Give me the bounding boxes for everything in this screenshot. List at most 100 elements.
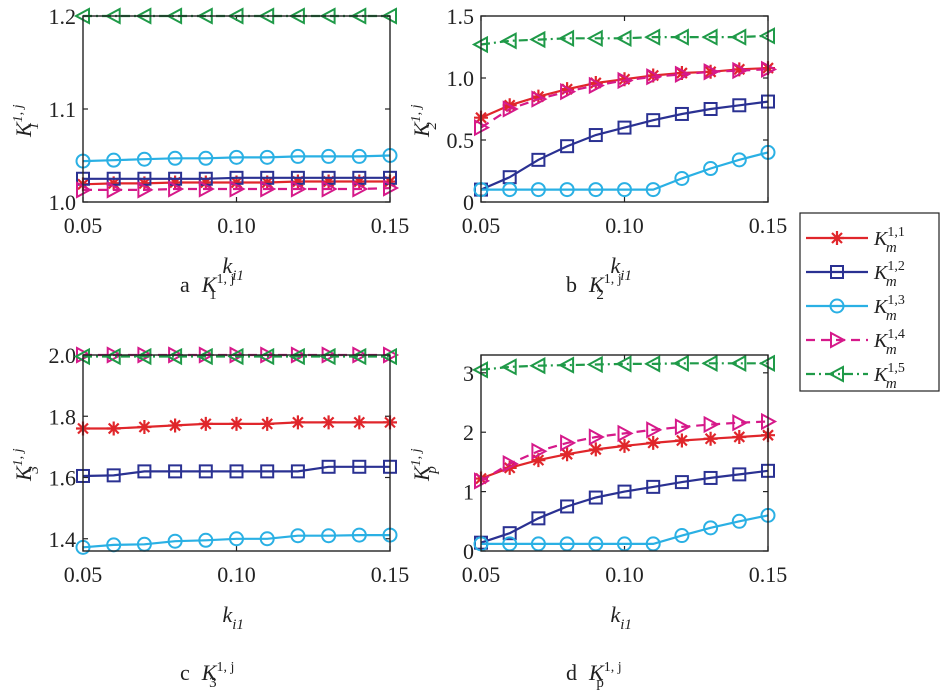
y-tick-label: 2 bbox=[463, 420, 474, 445]
data-point-s4 bbox=[321, 180, 338, 198]
data-point-s1 bbox=[646, 435, 661, 450]
data-point-s1 bbox=[321, 415, 336, 430]
data-point-s2 bbox=[703, 102, 718, 116]
data-point-s2 bbox=[290, 464, 305, 479]
data-point-s5 bbox=[165, 347, 183, 366]
data-point-s1 bbox=[352, 415, 367, 430]
x-tick-label: 0.05 bbox=[64, 213, 103, 238]
legend-marker bbox=[830, 231, 844, 245]
data-point-s3 bbox=[703, 520, 719, 536]
data-point-s4 bbox=[137, 181, 154, 199]
legend-marker bbox=[829, 298, 845, 314]
x-tick-label: 0.05 bbox=[462, 213, 501, 238]
data-point-s1 bbox=[137, 176, 152, 191]
data-point-s2 bbox=[732, 98, 747, 113]
data-point-s4 bbox=[531, 90, 548, 108]
data-point-s3 bbox=[530, 182, 546, 198]
legend-marker bbox=[830, 331, 847, 349]
data-point-s2 bbox=[321, 459, 336, 474]
data-point-s2 bbox=[137, 171, 152, 186]
data-point-s5 bbox=[529, 30, 546, 49]
data-point-s4 bbox=[502, 100, 519, 118]
y-tick-label: 0 bbox=[463, 190, 474, 215]
data-point-s3 bbox=[198, 150, 214, 166]
data-point-s1 bbox=[703, 431, 718, 446]
data-point-s2 bbox=[617, 484, 632, 499]
data-point-s3 bbox=[617, 182, 632, 198]
plot-frame bbox=[480, 15, 769, 203]
data-point-s1 bbox=[674, 66, 689, 81]
y-tick-label: 0.5 bbox=[447, 128, 475, 153]
data-point-s4 bbox=[732, 61, 749, 80]
legend-item-s3: K1,3 m bbox=[806, 293, 905, 324]
data-point-s1 bbox=[588, 442, 603, 457]
data-point-s5 bbox=[500, 32, 517, 50]
data-point-s5 bbox=[672, 354, 689, 372]
legend-label: K1,1 m bbox=[873, 225, 905, 256]
data-point-s1 bbox=[198, 416, 213, 431]
y-axis-label: K1, jp bbox=[409, 448, 440, 482]
data-point-s3 bbox=[259, 531, 275, 547]
data-point-s5 bbox=[644, 28, 661, 46]
data-point-s3 bbox=[229, 149, 244, 165]
data-point-s4 bbox=[560, 434, 577, 452]
data-point-s2 bbox=[352, 170, 367, 185]
data-point-s1 bbox=[352, 174, 367, 189]
data-point-s1 bbox=[229, 175, 244, 190]
data-point-s4 bbox=[229, 180, 246, 198]
x-tick-label: 0.15 bbox=[749, 213, 788, 238]
data-point-s2 bbox=[588, 490, 603, 505]
data-point-s4 bbox=[703, 63, 720, 81]
series-line-s4 bbox=[480, 420, 769, 482]
data-point-s2 bbox=[646, 113, 661, 128]
y-tick-label: 1.4 bbox=[49, 527, 77, 552]
data-point-s3 bbox=[136, 151, 152, 167]
plot-frame bbox=[82, 354, 391, 552]
plot-frame bbox=[82, 15, 391, 203]
data-point-s3 bbox=[351, 148, 367, 164]
data-point-s4 bbox=[674, 65, 692, 83]
y-axis-label: K1, j2 bbox=[409, 104, 440, 138]
data-point-s3 bbox=[167, 150, 183, 166]
data-point-s1 bbox=[260, 175, 275, 190]
plot-frame bbox=[480, 354, 769, 552]
data-point-s2 bbox=[106, 468, 121, 483]
data-point-s4 bbox=[168, 180, 185, 198]
x-axis-label: ki1 bbox=[223, 602, 244, 633]
data-point-s4 bbox=[588, 76, 605, 95]
data-point-s2 bbox=[229, 464, 244, 479]
legend-item-s4: K1,4 m bbox=[806, 327, 905, 358]
x-tick-label: 0.10 bbox=[217, 213, 256, 238]
x-tick-label: 0.15 bbox=[371, 562, 410, 587]
series-line-s3 bbox=[82, 154, 391, 163]
data-point-s3 bbox=[321, 528, 337, 544]
data-point-s4 bbox=[617, 424, 634, 443]
data-point-s3 bbox=[559, 182, 575, 198]
data-point-s5 bbox=[615, 355, 632, 373]
data-point-s4 bbox=[560, 82, 577, 101]
series-line-s2 bbox=[480, 100, 769, 191]
data-point-s2 bbox=[198, 464, 213, 479]
data-point-s5 bbox=[500, 358, 517, 376]
data-point-s3 bbox=[229, 531, 244, 547]
data-point-s5 bbox=[319, 347, 336, 366]
x-axis-label: ki1 bbox=[611, 602, 632, 633]
data-point-s5 bbox=[227, 347, 244, 366]
data-point-s5 bbox=[196, 347, 213, 366]
data-point-s2 bbox=[229, 170, 244, 185]
x-axis-label: ki1 bbox=[223, 253, 244, 284]
data-point-s1 bbox=[168, 418, 183, 433]
data-point-s2 bbox=[703, 470, 718, 485]
data-point-s1 bbox=[290, 415, 305, 430]
legend-item-s1: K1,1 m bbox=[806, 225, 905, 256]
y-axis-label: K1, j1 bbox=[11, 104, 42, 138]
data-point-s1 bbox=[646, 68, 661, 83]
data-point-s2 bbox=[560, 499, 575, 514]
data-point-s5 bbox=[557, 29, 575, 47]
y-tick-label: 3 bbox=[463, 361, 474, 386]
data-point-s2 bbox=[168, 464, 183, 479]
data-point-s2 bbox=[321, 170, 336, 185]
data-point-s1 bbox=[137, 419, 152, 434]
